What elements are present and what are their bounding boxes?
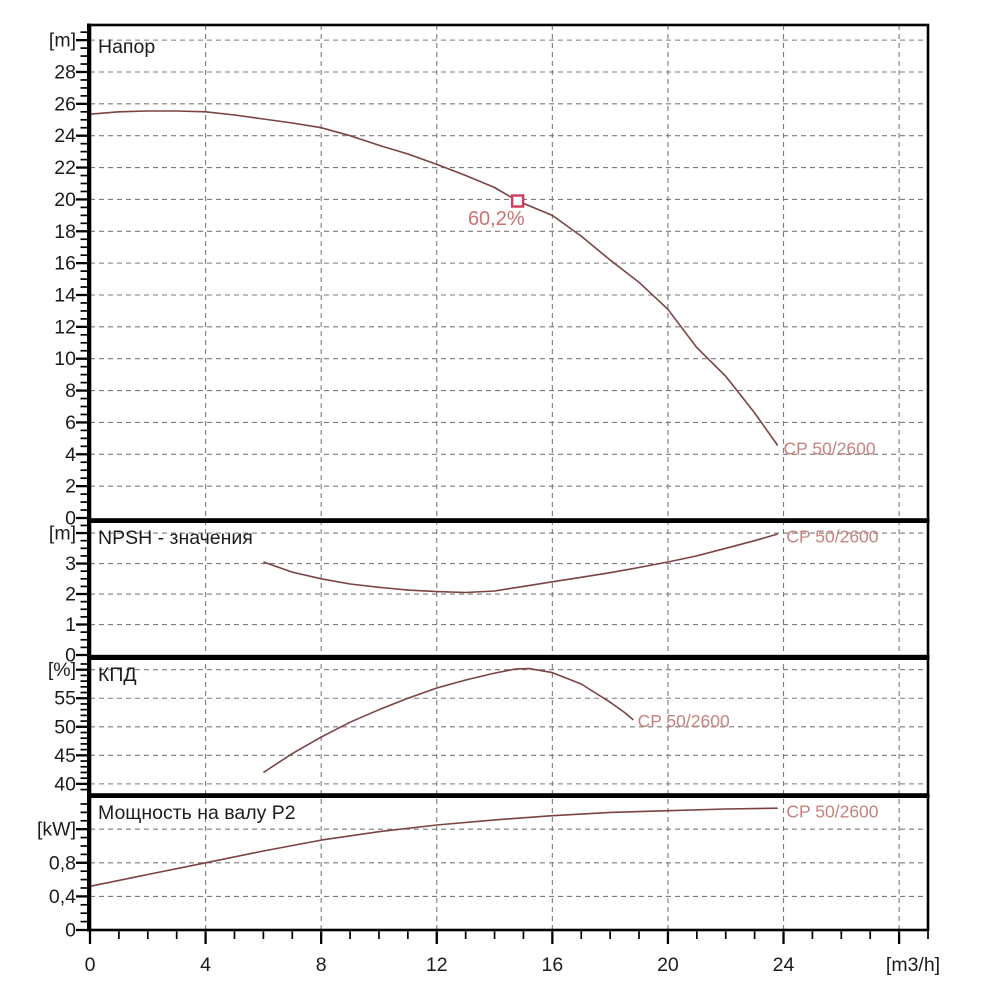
y-tick-label-efficiency: 40 <box>54 773 76 795</box>
curves-npsh: CP 50/2600 <box>786 527 878 547</box>
grid-layer <box>90 25 928 930</box>
curve-label-head: CP 50/2600 <box>784 439 876 459</box>
y-tick-label-npsh: 3 <box>65 553 76 575</box>
y-tick-label-head: 2 <box>65 476 76 498</box>
y-tick-label-head: 10 <box>54 348 76 370</box>
panel-title-power: Мощность на валу P2 <box>98 802 296 824</box>
duty-point-label: 60,2% <box>468 208 525 230</box>
curve-label-npsh: CP 50/2600 <box>786 527 878 547</box>
y-tick-label-power: [kW] <box>37 819 76 841</box>
curve-npsh <box>263 533 778 594</box>
x-axis: 0 4 8 12 16 20 24 [m3/h] <box>85 931 940 976</box>
y-axis-efficiency: 40 45 50 55 [%] <box>48 659 87 795</box>
y-tick-label-head: 28 <box>54 61 76 83</box>
curves-head: CP 50/2600 <box>784 439 876 459</box>
y-axis-npsh: 0 1 2 3 [m] <box>49 523 87 667</box>
curve-head <box>89 110 779 446</box>
y-tick-label-head: 0 <box>65 508 76 530</box>
y-tick-label-efficiency: 55 <box>54 688 76 710</box>
curve-efficiency <box>262 667 634 774</box>
y-tick-label-head: 4 <box>65 444 76 466</box>
panel-separator <box>88 654 930 660</box>
panel-title-npsh: NPSH - значения <box>98 527 253 549</box>
y-tick-label-head: 22 <box>54 157 76 179</box>
panel-separator <box>88 793 930 798</box>
curve-power <box>89 807 778 888</box>
panel-title-efficiency: КПД <box>98 664 137 686</box>
y-tick-label-npsh: 0 <box>65 645 76 667</box>
curve-label-efficiency: CP 50/2600 <box>638 711 730 731</box>
y-tick-label-power: 0 <box>65 920 76 942</box>
x-tick-label: 8 <box>316 954 327 976</box>
x-tick-label: 12 <box>426 954 448 976</box>
duty-point-marker <box>510 194 525 208</box>
y-tick-label-npsh: [m] <box>49 523 76 545</box>
y-tick-label-power: 0,8 <box>49 852 76 874</box>
y-tick-label-head: 12 <box>54 316 76 338</box>
x-tick-label: 16 <box>541 954 563 976</box>
y-tick-label-head: 26 <box>54 93 76 115</box>
x-axis-unit-label: [m3/h] <box>886 954 940 976</box>
y-tick-label-efficiency: [%] <box>48 659 76 681</box>
y-tick-label-head: 20 <box>54 189 76 211</box>
y-tick-label-npsh: 1 <box>65 614 76 636</box>
curve-label-power: CP 50/2600 <box>786 801 878 821</box>
x-tick-label: 0 <box>85 954 96 976</box>
x-tick-label: 4 <box>200 954 211 976</box>
panel-title-head: Напор <box>98 36 155 58</box>
curves-power: CP 50/2600 <box>786 801 878 821</box>
curves-efficiency: CP 50/2600 <box>638 711 730 731</box>
panel-separator <box>88 518 930 523</box>
duty-point-group: 60,2% <box>468 194 525 230</box>
x-tick-label: 20 <box>657 954 679 976</box>
y-tick-label-head: 14 <box>54 284 76 306</box>
y-tick-label-head: 16 <box>54 253 76 275</box>
x-tick-label: 24 <box>773 954 795 976</box>
y-tick-label-head: 24 <box>54 125 76 147</box>
frame-layer <box>87 23 930 932</box>
y-tick-label-head: [m] <box>49 30 76 52</box>
y-tick-label-efficiency: 45 <box>54 745 76 767</box>
y-tick-label-power: 0,4 <box>49 886 76 908</box>
y-axis-power: 0 0,4 0,8 [kW] <box>37 803 87 942</box>
y-tick-label-head: 8 <box>65 380 76 402</box>
y-tick-label-efficiency: 50 <box>54 716 76 738</box>
y-tick-label-head: 6 <box>65 412 76 434</box>
y-tick-label-npsh: 2 <box>65 584 76 606</box>
y-tick-label-head: 18 <box>54 221 76 243</box>
